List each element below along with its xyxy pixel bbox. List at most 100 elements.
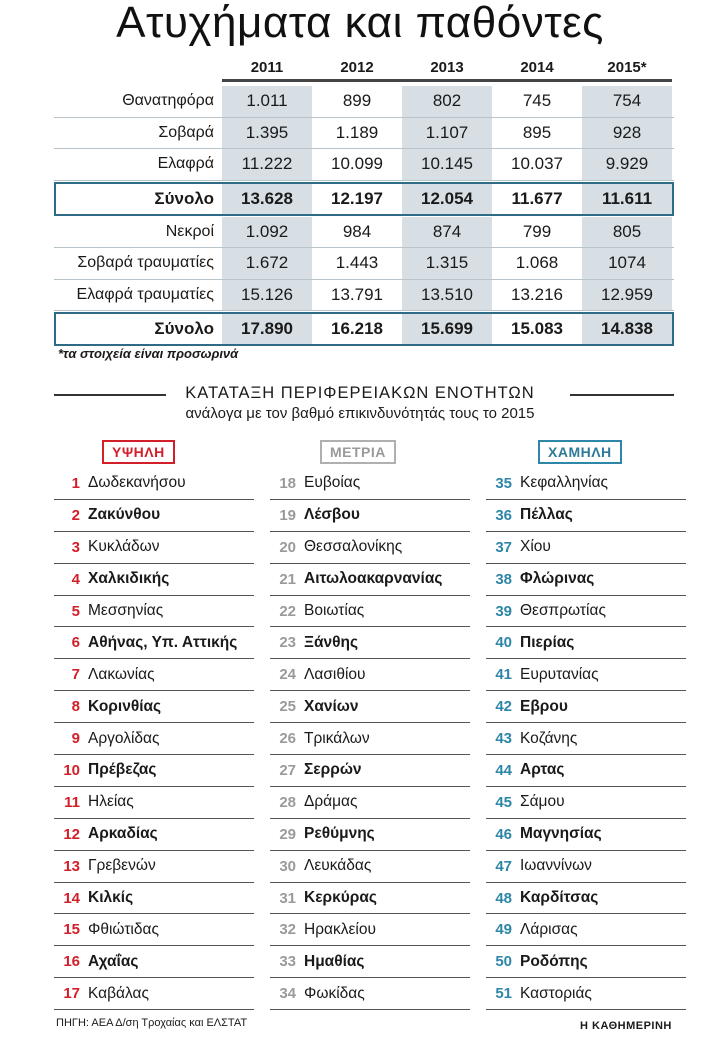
rank-number: 10	[63, 761, 80, 779]
region-name: Αθήνας, Υπ. Αττικής	[88, 633, 238, 651]
rank-number: 35	[495, 474, 512, 492]
ranking-item: 17 Καβάλας	[54, 978, 254, 1011]
source-note: ΠΗΓΗ: ΑΕΑ Δ/ση Τροχαίας και ΕΛΣΤΑΤ	[56, 1017, 248, 1029]
region-name: Κοζάνης	[520, 729, 578, 747]
table-cell: 13.791	[331, 284, 383, 304]
region-name: Βοιωτίας	[304, 602, 365, 619]
table-cell: 13.510	[402, 279, 492, 310]
rank-number: 34	[279, 985, 296, 1003]
table-cell: 1.107	[402, 117, 492, 148]
ranking-item: 13 Γρεβενών	[54, 851, 254, 883]
table-total-row: Σύνολο 13.628 12.197 12.054 11.677 11.611	[54, 181, 674, 216]
rank-number: 19	[279, 506, 296, 524]
ranking-item: 28 Δράμας	[270, 787, 470, 819]
rank-number: 20	[279, 538, 296, 556]
table-cell: 13.628	[222, 183, 312, 214]
ranking-item: 47 Ιωαννίνων	[486, 851, 686, 883]
rank-number: 51	[495, 985, 512, 1003]
rank-number: 30	[279, 857, 296, 875]
table-cell: 1.672	[222, 248, 312, 279]
region-name: Αιτωλοακαρνανίας	[304, 570, 443, 588]
region-name: Χαλκιδικής	[88, 570, 170, 588]
risk-level-badge: ΜΕΤΡΙΑ	[320, 440, 396, 464]
table-cell: 9.929	[582, 149, 672, 180]
region-name: Λάρισας	[520, 920, 578, 938]
row-label: Σύνολο	[154, 188, 214, 208]
ranking-item: 18 Ευβοίας	[270, 468, 470, 500]
region-name: Εβρου	[520, 697, 568, 715]
table-row: Σοβαρά τραυματίες 1.672 1.443 1.315 1.068 107…	[54, 248, 674, 280]
year-header: 2014	[492, 59, 582, 82]
ranking-item: 5 Μεσσηνίας	[54, 596, 254, 628]
ranking-item: 14 Κιλκίς	[54, 883, 254, 915]
ranking-item: 23 Ξάνθης	[270, 627, 470, 660]
rank-number: 9	[71, 730, 80, 748]
region-name: Αργολίδας	[88, 729, 160, 747]
region-name: Ευβοίας	[304, 474, 361, 492]
table-cell: 874	[402, 216, 492, 247]
rank-number: 8	[71, 698, 80, 716]
table-cell: 10.037	[511, 154, 563, 174]
ranking-item: 11 Ηλείας	[54, 787, 254, 819]
ranking-column-low: ΧΑΜΗΛΗ 35 Κεφαλληνίας 36 Πέλλας 37 Χίου 38 Φλώρι…	[486, 440, 686, 1011]
ranking-item: 34 Φωκίδας	[270, 978, 470, 1011]
rank-number: 42	[495, 698, 512, 716]
region-name: Κεφαλληνίας	[520, 474, 609, 492]
rank-number: 18	[279, 474, 296, 492]
table-row: Θανατηφόρα 1.011 899 802 745 754	[54, 86, 674, 118]
table-cell: 17.890	[222, 314, 312, 344]
table-row: Ελαφρά 11.222 10.099 10.145 10.037 9.929	[54, 149, 674, 181]
rank-number: 4	[71, 570, 80, 588]
ranking-item: 25 Χανίων	[270, 691, 470, 724]
ranking-item: 42 Εβρου	[486, 691, 686, 724]
rank-number: 45	[495, 793, 512, 811]
region-name: Αρκαδίας	[88, 825, 158, 843]
table-cell: 12.959	[582, 279, 672, 310]
table-body: Θανατηφόρα 1.011 899 802 745 754 Σοβαρά 1.395 1.…	[54, 86, 674, 346]
table-cell: 984	[342, 221, 372, 241]
region-name: Θεσπρωτίας	[520, 602, 606, 619]
ranking-item: 22 Βοιωτίας	[270, 596, 470, 628]
region-name: Λακωνίας	[88, 665, 155, 683]
rank-number: 6	[71, 634, 80, 652]
table-cell: 10.145	[402, 149, 492, 180]
ranking-item: 2 Ζακύνθου	[54, 500, 254, 532]
rank-number: 49	[495, 921, 512, 939]
table-cell: 13.216	[511, 284, 563, 304]
rank-number: 37	[495, 538, 512, 556]
ranking-item: 1 Δωδεκανήσου	[54, 468, 254, 500]
ranking-item: 16 Αχαΐας	[54, 946, 254, 979]
rank-number: 12	[63, 825, 80, 843]
table-total-row: Σύνολο 17.890 16.218 15.699 15.083 14.838	[54, 312, 674, 346]
region-name: Δωδεκανήσου	[88, 474, 186, 492]
ranking-item: 29 Ρεθύμνης	[270, 819, 470, 851]
ranking-item: 49 Λάρισας	[486, 914, 686, 947]
ranking-column-medium: ΜΕΤΡΙΑ 18 Ευβοίας 19 Λέσβου 20 Θεσσαλονίκης 21 Α…	[270, 440, 470, 1011]
year-header: 2013	[402, 59, 492, 82]
region-name: Κερκύρας	[304, 889, 377, 907]
ranking-column-high: ΥΨΗΛΗ 1 Δωδεκανήσου 2 Ζακύνθου 3 Κυκλάδων 4 Χαλκ…	[54, 440, 254, 1011]
ranking-item: 8 Κορινθίας	[54, 691, 254, 724]
region-name: Καστοριάς	[520, 984, 592, 1002]
ranking-item: 27 Σερρών	[270, 755, 470, 787]
table-header: 2011 2012 2013 2014 2015*	[54, 56, 674, 84]
row-label: Σύνολο	[154, 319, 214, 338]
region-name: Αχαΐας	[88, 952, 139, 970]
ranking-item: 26 Τρικάλων	[270, 723, 470, 756]
ranking-item: 40 Πιερίας	[486, 627, 686, 660]
ranking-item: 46 Μαγνησίας	[486, 819, 686, 851]
rank-number: 22	[279, 602, 296, 620]
ranking-item: 48 Καρδίτσας	[486, 883, 686, 915]
row-label: Σοβαρά	[158, 123, 214, 141]
risk-level-badge: ΥΨΗΛΗ	[102, 440, 175, 464]
region-name: Κυκλάδων	[88, 538, 160, 556]
region-name: Μαγνησίας	[520, 825, 602, 843]
region-name: Λέσβου	[304, 506, 360, 524]
ranking-item: 38 Φλώρινας	[486, 564, 686, 596]
row-label: Νεκροί	[165, 222, 214, 240]
ranking-item: 33 Ημαθίας	[270, 946, 470, 979]
rank-number: 11	[64, 793, 80, 811]
region-name: Πρέβεζας	[88, 761, 157, 779]
rank-number: 27	[279, 761, 296, 779]
rank-number: 41	[495, 666, 512, 684]
